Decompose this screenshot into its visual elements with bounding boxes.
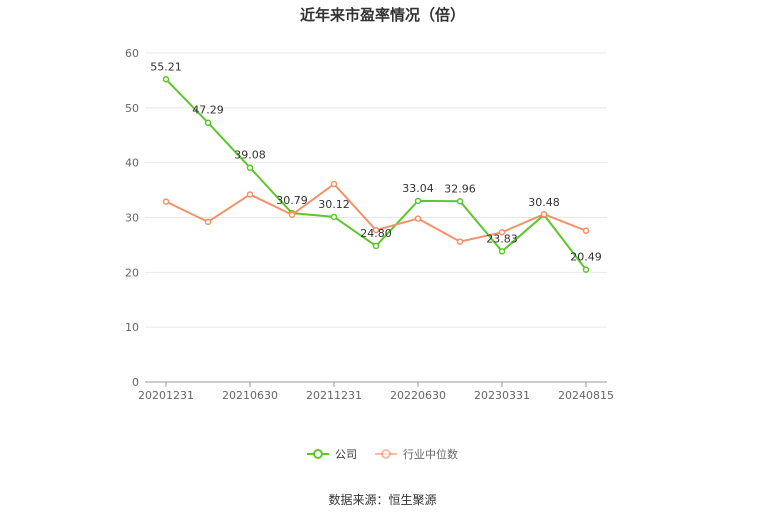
data-label: 39.08 [234,149,266,162]
industry-data-point[interactable] [582,227,590,234]
legend-line-marker-icon [307,449,329,459]
data-label: 30.12 [318,198,350,211]
company-data-point[interactable] [162,76,170,83]
x-tick-label: 20230331 [474,389,530,402]
grid-lines [145,52,607,328]
axes: 0 10 20 30 40 50 60 20201231 20210630 20211231 202… [125,47,614,402]
x-tick-label: 20211231 [306,389,362,402]
industry-data-point[interactable] [288,211,296,219]
industry-data-point[interactable] [498,229,506,236]
data-label: 33.04 [402,182,434,195]
legend-line-marker-icon [375,449,397,459]
series-lines [162,76,590,273]
industry-data-point[interactable] [414,215,422,222]
y-tick-label: 50 [125,102,139,115]
industry-data-point[interactable] [330,180,338,188]
industry-data-point[interactable] [456,238,464,245]
data-label: 47.29 [192,104,224,117]
legend-label: 公司 [335,448,357,461]
industry-data-point[interactable] [204,218,212,226]
chart-title: 近年来市盈率情况（倍） [299,6,465,24]
data-labels: 55.21 47.29 39.08 30.79 30.12 24.80 33.04 32.96… [150,60,602,263]
data-label: 20.49 [570,251,602,264]
data-source-note: 数据来源：恒生聚源 [328,493,437,507]
y-tick-label: 60 [125,47,139,60]
company-data-point[interactable] [582,266,590,273]
data-label: 32.96 [444,182,476,195]
company-data-point[interactable] [204,119,212,126]
x-tick-label: 20220630 [390,389,446,402]
industry-data-point[interactable] [540,210,548,218]
x-tick-label: 20201231 [138,389,194,402]
legend-item-company[interactable]: 公司 [307,446,357,462]
legend-item-industry[interactable]: 行业中位数 [375,446,458,462]
legend: 公司 行业中位数 [0,446,765,462]
company-data-point[interactable] [372,242,380,250]
x-tick-label: 20210630 [222,389,278,402]
y-tick-label: 0 [132,376,139,389]
y-tick-label: 40 [125,157,139,170]
company-data-point[interactable] [498,248,506,255]
industry-data-point[interactable] [246,191,254,198]
y-tick-label: 20 [125,266,139,279]
y-tick-label: 30 [125,212,139,225]
data-label: 55.21 [150,60,182,73]
data-label: 24.80 [360,227,392,240]
legend-label: 行业中位数 [403,448,458,461]
industry-data-point[interactable] [162,198,170,205]
data-label: 30.48 [528,196,560,209]
company-data-point[interactable] [246,164,254,171]
x-tick-label: 20240815 [558,389,614,402]
company-data-point[interactable] [414,197,422,205]
company-data-point[interactable] [330,213,338,221]
data-label: 30.79 [276,194,308,207]
industry-data-point[interactable] [372,226,380,234]
y-tick-label: 10 [125,321,139,334]
company-data-point[interactable] [456,198,464,205]
data-label: 23.83 [486,232,518,245]
